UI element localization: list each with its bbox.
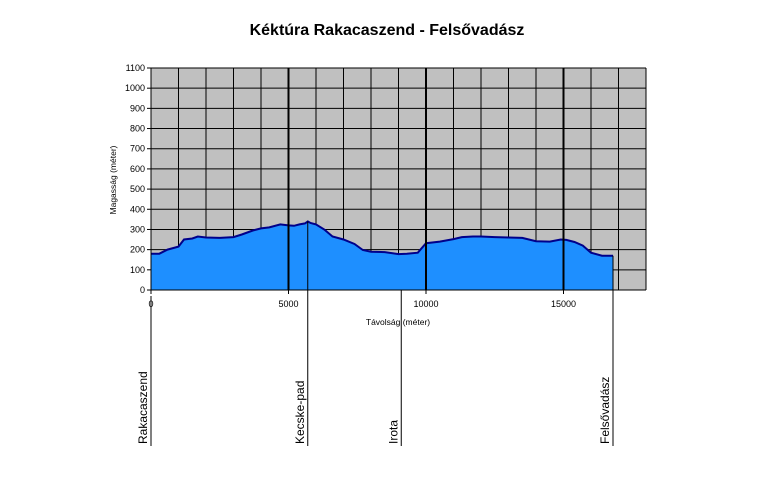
y-tick-label: 1000 bbox=[125, 83, 145, 93]
y-tick-label: 900 bbox=[130, 103, 145, 113]
elevation-line bbox=[151, 220, 613, 257]
y-tick-label: 400 bbox=[130, 204, 145, 214]
place-markers: Rakacaszend Kecske-pad Irota Felsővadász bbox=[136, 221, 614, 446]
y-tick-label: 800 bbox=[130, 124, 145, 134]
major-distance-lines bbox=[287, 68, 565, 290]
x-tick-label: 10000 bbox=[413, 299, 438, 309]
y-axis-label: Magasság (méter) bbox=[108, 145, 118, 214]
y-tick-labels: 0 100 200 300 400 500 600 700 800 900 1000 1100 bbox=[125, 63, 151, 295]
place-marker-label: Kecske-pad bbox=[293, 381, 307, 444]
y-tick-label: 300 bbox=[130, 224, 145, 234]
y-tick-label: 1100 bbox=[126, 63, 145, 73]
y-tick-label: 700 bbox=[130, 144, 145, 154]
place-marker-label: Irota bbox=[386, 420, 400, 444]
y-tick-label: 0 bbox=[140, 285, 145, 295]
x-tick-label: 15000 bbox=[551, 299, 576, 309]
place-marker-label: Rakacaszend bbox=[136, 371, 150, 444]
y-tick-label: 500 bbox=[130, 184, 145, 194]
elevation-area bbox=[151, 221, 613, 290]
chart-title: Kéktúra Rakacaszend - Felsővadász bbox=[250, 22, 525, 39]
y-tick-label: 200 bbox=[130, 245, 145, 255]
place-marker-label: Felsővadász bbox=[598, 377, 612, 444]
x-tick-label: 5000 bbox=[278, 299, 298, 309]
y-tick-label: 600 bbox=[130, 164, 145, 174]
y-tick-label: 100 bbox=[130, 265, 145, 275]
x-axis-label: Távolság (méter) bbox=[366, 317, 430, 327]
